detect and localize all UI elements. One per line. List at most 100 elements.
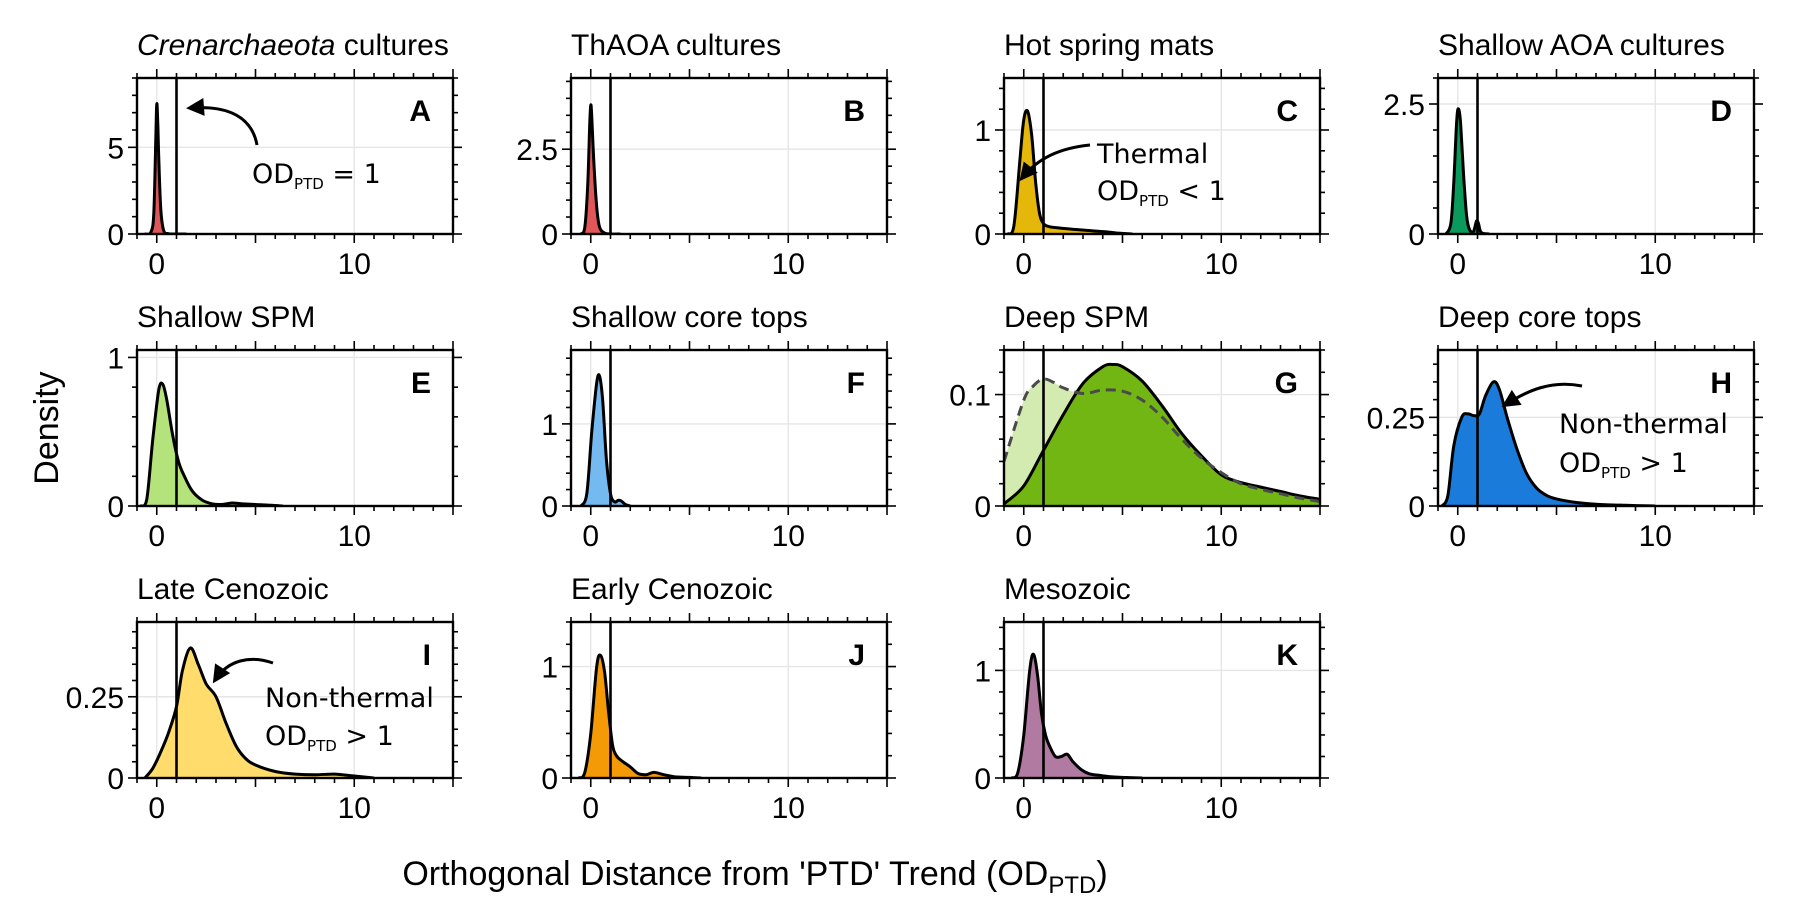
y-tick-label: 2.5 (1383, 89, 1425, 122)
annotation-arrowhead (1501, 389, 1522, 408)
plot-area (1010, 652, 1143, 778)
annotation-od-sub: PTD (307, 737, 337, 755)
annotation-od: OD (252, 159, 294, 190)
y-tick-label: 0 (974, 219, 991, 252)
panel-letter: D (1710, 95, 1732, 128)
x-tick-label: 0 (1015, 792, 1032, 825)
plot-area (579, 373, 631, 506)
panel-b: 0 10 0 2.5 ThAOA cultures B (516, 29, 896, 281)
panel-j: 0 10 0 1 Early Cenozoic J (541, 573, 896, 825)
x-tick-label: 10 (338, 792, 371, 825)
annotation-od-rest: > 1 (337, 721, 394, 752)
y-tick-label: 0 (1408, 219, 1425, 252)
panel-f: 0 10 0 1 Shallow core tops F (541, 301, 896, 553)
x-tick-label: 0 (148, 792, 165, 825)
x-tick-label: 0 (148, 520, 165, 553)
y-tick-label: 1 (974, 115, 991, 148)
annotation-text: ODPTD < 1 (1097, 176, 1226, 210)
panel-letter: I (423, 639, 431, 672)
x-tick-label: 0 (582, 792, 599, 825)
plot-area (1444, 107, 1490, 234)
panel-title: Mesozoic (1004, 573, 1131, 606)
annotation-od-rest: < 1 (1169, 176, 1226, 207)
x-tick-label: 0 (1449, 248, 1466, 281)
plot-area (577, 653, 702, 778)
panel-title: Late Cenozoic (137, 573, 329, 606)
annotation-text: Non-thermal (1559, 409, 1728, 440)
panel-letter: J (848, 639, 865, 672)
density-line (1444, 107, 1490, 234)
density-line-dashed (1004, 377, 1320, 503)
y-axis-label: Density (28, 371, 66, 484)
annotation-text: ODPTD > 1 (265, 721, 394, 755)
panel-letter: G (1275, 367, 1298, 400)
panel-title: Early Cenozoic (571, 573, 773, 606)
x-tick-label: 10 (1205, 248, 1238, 281)
x-tick-label: 10 (772, 792, 805, 825)
axis-frame (569, 76, 889, 236)
annotation-od-sub: PTD (1601, 464, 1631, 482)
annotation-od: OD (1559, 448, 1601, 479)
x-tick-label: 0 (148, 248, 165, 281)
density-fill (1004, 364, 1320, 506)
density-fill (144, 647, 374, 778)
panel-title: Deep core tops (1438, 301, 1641, 334)
density-line (577, 653, 702, 778)
panel-title: Shallow AOA cultures (1438, 29, 1725, 62)
panel-title: ThAOA cultures (571, 29, 781, 62)
y-tick-label: 1 (974, 655, 991, 688)
axis-frame (569, 620, 889, 780)
x-axis-label: Orthogonal Distance from 'PTD' Trend (OD… (402, 855, 1107, 899)
annotation-od-rest: = 1 (324, 159, 381, 190)
density-line (139, 381, 284, 506)
annotation-arrowhead (186, 97, 205, 116)
density-fill (1011, 654, 1143, 778)
plot-area (579, 103, 621, 234)
panel-e: 0 10 0 1 Shallow SPM E (107, 301, 462, 553)
panel-letter: C (1276, 95, 1298, 128)
density-fill (144, 103, 187, 234)
panel-letter: B (843, 95, 865, 128)
panel-title: Shallow core tops (571, 301, 808, 334)
plot-area (144, 102, 187, 234)
panel-letter: F (847, 367, 865, 400)
panel-c: 0 10 0 1 Hot spring mats C Thermal ODPTD < 1 (974, 29, 1329, 281)
density-line (1440, 380, 1656, 506)
x-axis-label-end: ) (1096, 855, 1107, 893)
y-tick-label: 0 (974, 491, 991, 524)
x-tick-label: 10 (1205, 520, 1238, 553)
annotation-text: ODPTD = 1 (252, 159, 381, 193)
y-tick-label: 0.25 (1367, 402, 1425, 435)
x-tick-label: 0 (1015, 520, 1032, 553)
density-line (144, 102, 187, 234)
y-tick-label: 0 (107, 491, 124, 524)
density-fill (580, 374, 631, 506)
plot-area (143, 646, 375, 778)
y-tick-label: 0 (541, 763, 558, 796)
x-tick-label: 0 (582, 248, 599, 281)
annotation-text: Thermal (1096, 139, 1208, 170)
x-tick-label: 10 (1639, 248, 1672, 281)
panel-title: Hot spring mats (1004, 29, 1214, 62)
x-tick-label: 10 (338, 520, 371, 553)
annotation-od-sub: PTD (1139, 192, 1169, 210)
y-tick-label: 0.1 (949, 380, 991, 413)
y-tick-label: 1 (107, 342, 124, 375)
y-tick-label: 0.25 (66, 682, 124, 715)
annotation-arrowhead (1019, 161, 1038, 182)
density-line (579, 103, 621, 234)
x-tick-label: 0 (1449, 520, 1466, 553)
axis-frame (1436, 76, 1756, 236)
x-tick-label: 10 (338, 248, 371, 281)
panel-title: Deep SPM (1004, 301, 1149, 334)
panel-letter: H (1710, 367, 1732, 400)
x-tick-label: 0 (1015, 248, 1032, 281)
y-tick-label: 5 (107, 132, 124, 165)
annotation-text: Non-thermal (265, 683, 434, 714)
x-tick-label: 10 (1639, 520, 1672, 553)
density-line (143, 646, 375, 778)
panel-letter: K (1276, 639, 1298, 672)
panel-letter: A (409, 95, 431, 128)
